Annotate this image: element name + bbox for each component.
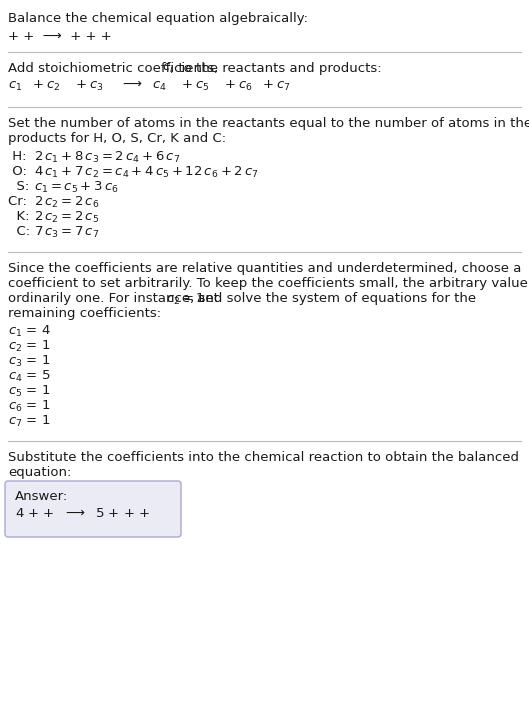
Text: $2\,c_1 + 8\,c_3 = 2\,c_4 + 6\,c_7$: $2\,c_1 + 8\,c_3 = 2\,c_4 + 6\,c_7$ xyxy=(34,150,180,165)
Text: $c_1 = c_5 + 3\,c_6$: $c_1 = c_5 + 3\,c_6$ xyxy=(34,180,118,195)
Text: $c_2 = 1$: $c_2 = 1$ xyxy=(166,292,205,307)
Text: $c_7$ = 1: $c_7$ = 1 xyxy=(8,414,50,429)
Text: Since the coefficients are relative quantities and underdetermined, choose a: Since the coefficients are relative quan… xyxy=(8,262,522,275)
Text: $2\,c_2 = 2\,c_5$: $2\,c_2 = 2\,c_5$ xyxy=(34,210,99,225)
FancyBboxPatch shape xyxy=(5,481,181,537)
Text: $4\,c_1 + 7\,c_2 = c_4 + 4\,c_5 + 12\,c_6 + 2\,c_7$: $4\,c_1 + 7\,c_2 = c_4 + 4\,c_5 + 12\,c_… xyxy=(34,165,259,180)
Text: coefficient to set arbitrarily. To keep the coefficients small, the arbitrary va: coefficient to set arbitrarily. To keep … xyxy=(8,277,529,290)
Text: , to the reactants and products:: , to the reactants and products: xyxy=(170,62,381,75)
Text: $c_3$ = 1: $c_3$ = 1 xyxy=(8,354,50,369)
Text: S:: S: xyxy=(8,180,33,193)
Text: remaining coefficients:: remaining coefficients: xyxy=(8,307,161,320)
Text: $2\,c_2 = 2\,c_6$: $2\,c_2 = 2\,c_6$ xyxy=(34,195,99,210)
Text: Set the number of atoms in the reactants equal to the number of atoms in the: Set the number of atoms in the reactants… xyxy=(8,117,529,130)
Text: Substitute the coefficients into the chemical reaction to obtain the balanced: Substitute the coefficients into the che… xyxy=(8,451,519,464)
Text: + +  ⟶  + + +: + + ⟶ + + + xyxy=(8,30,112,43)
Text: Add stoichiometric coefficients,: Add stoichiometric coefficients, xyxy=(8,62,223,75)
Text: $c_i$: $c_i$ xyxy=(162,62,174,75)
Text: $c_1\ \ +c_2\ \ \ +c_3\ \ \ \ \longrightarrow\ \ c_4\ \ \ +c_5\ \ \ +c_6\ \ +c_7: $c_1\ \ +c_2\ \ \ +c_3\ \ \ \ \longright… xyxy=(8,79,291,93)
Text: K:: K: xyxy=(8,210,34,223)
Text: Answer:: Answer: xyxy=(15,490,68,503)
Text: ordinarily one. For instance, set: ordinarily one. For instance, set xyxy=(8,292,223,305)
Text: $4$ + +  $\longrightarrow$  $5$ + + +: $4$ + + $\longrightarrow$ $5$ + + + xyxy=(15,507,151,520)
Text: $c_1$ = 4: $c_1$ = 4 xyxy=(8,324,51,339)
Text: C:: C: xyxy=(8,225,34,238)
Text: O:: O: xyxy=(8,165,31,178)
Text: $c_2$ = 1: $c_2$ = 1 xyxy=(8,339,50,354)
Text: $c_6$ = 1: $c_6$ = 1 xyxy=(8,399,50,414)
Text: $c_5$ = 1: $c_5$ = 1 xyxy=(8,384,50,399)
Text: equation:: equation: xyxy=(8,466,71,479)
Text: Balance the chemical equation algebraically:: Balance the chemical equation algebraica… xyxy=(8,12,308,25)
Text: H:: H: xyxy=(8,150,31,163)
Text: $7\,c_3 = 7\,c_7$: $7\,c_3 = 7\,c_7$ xyxy=(34,225,99,240)
Text: Cr:: Cr: xyxy=(8,195,31,208)
Text: products for H, O, S, Cr, K and C:: products for H, O, S, Cr, K and C: xyxy=(8,132,226,145)
Text: and solve the system of equations for the: and solve the system of equations for th… xyxy=(193,292,476,305)
Text: $c_4$ = 5: $c_4$ = 5 xyxy=(8,369,50,384)
